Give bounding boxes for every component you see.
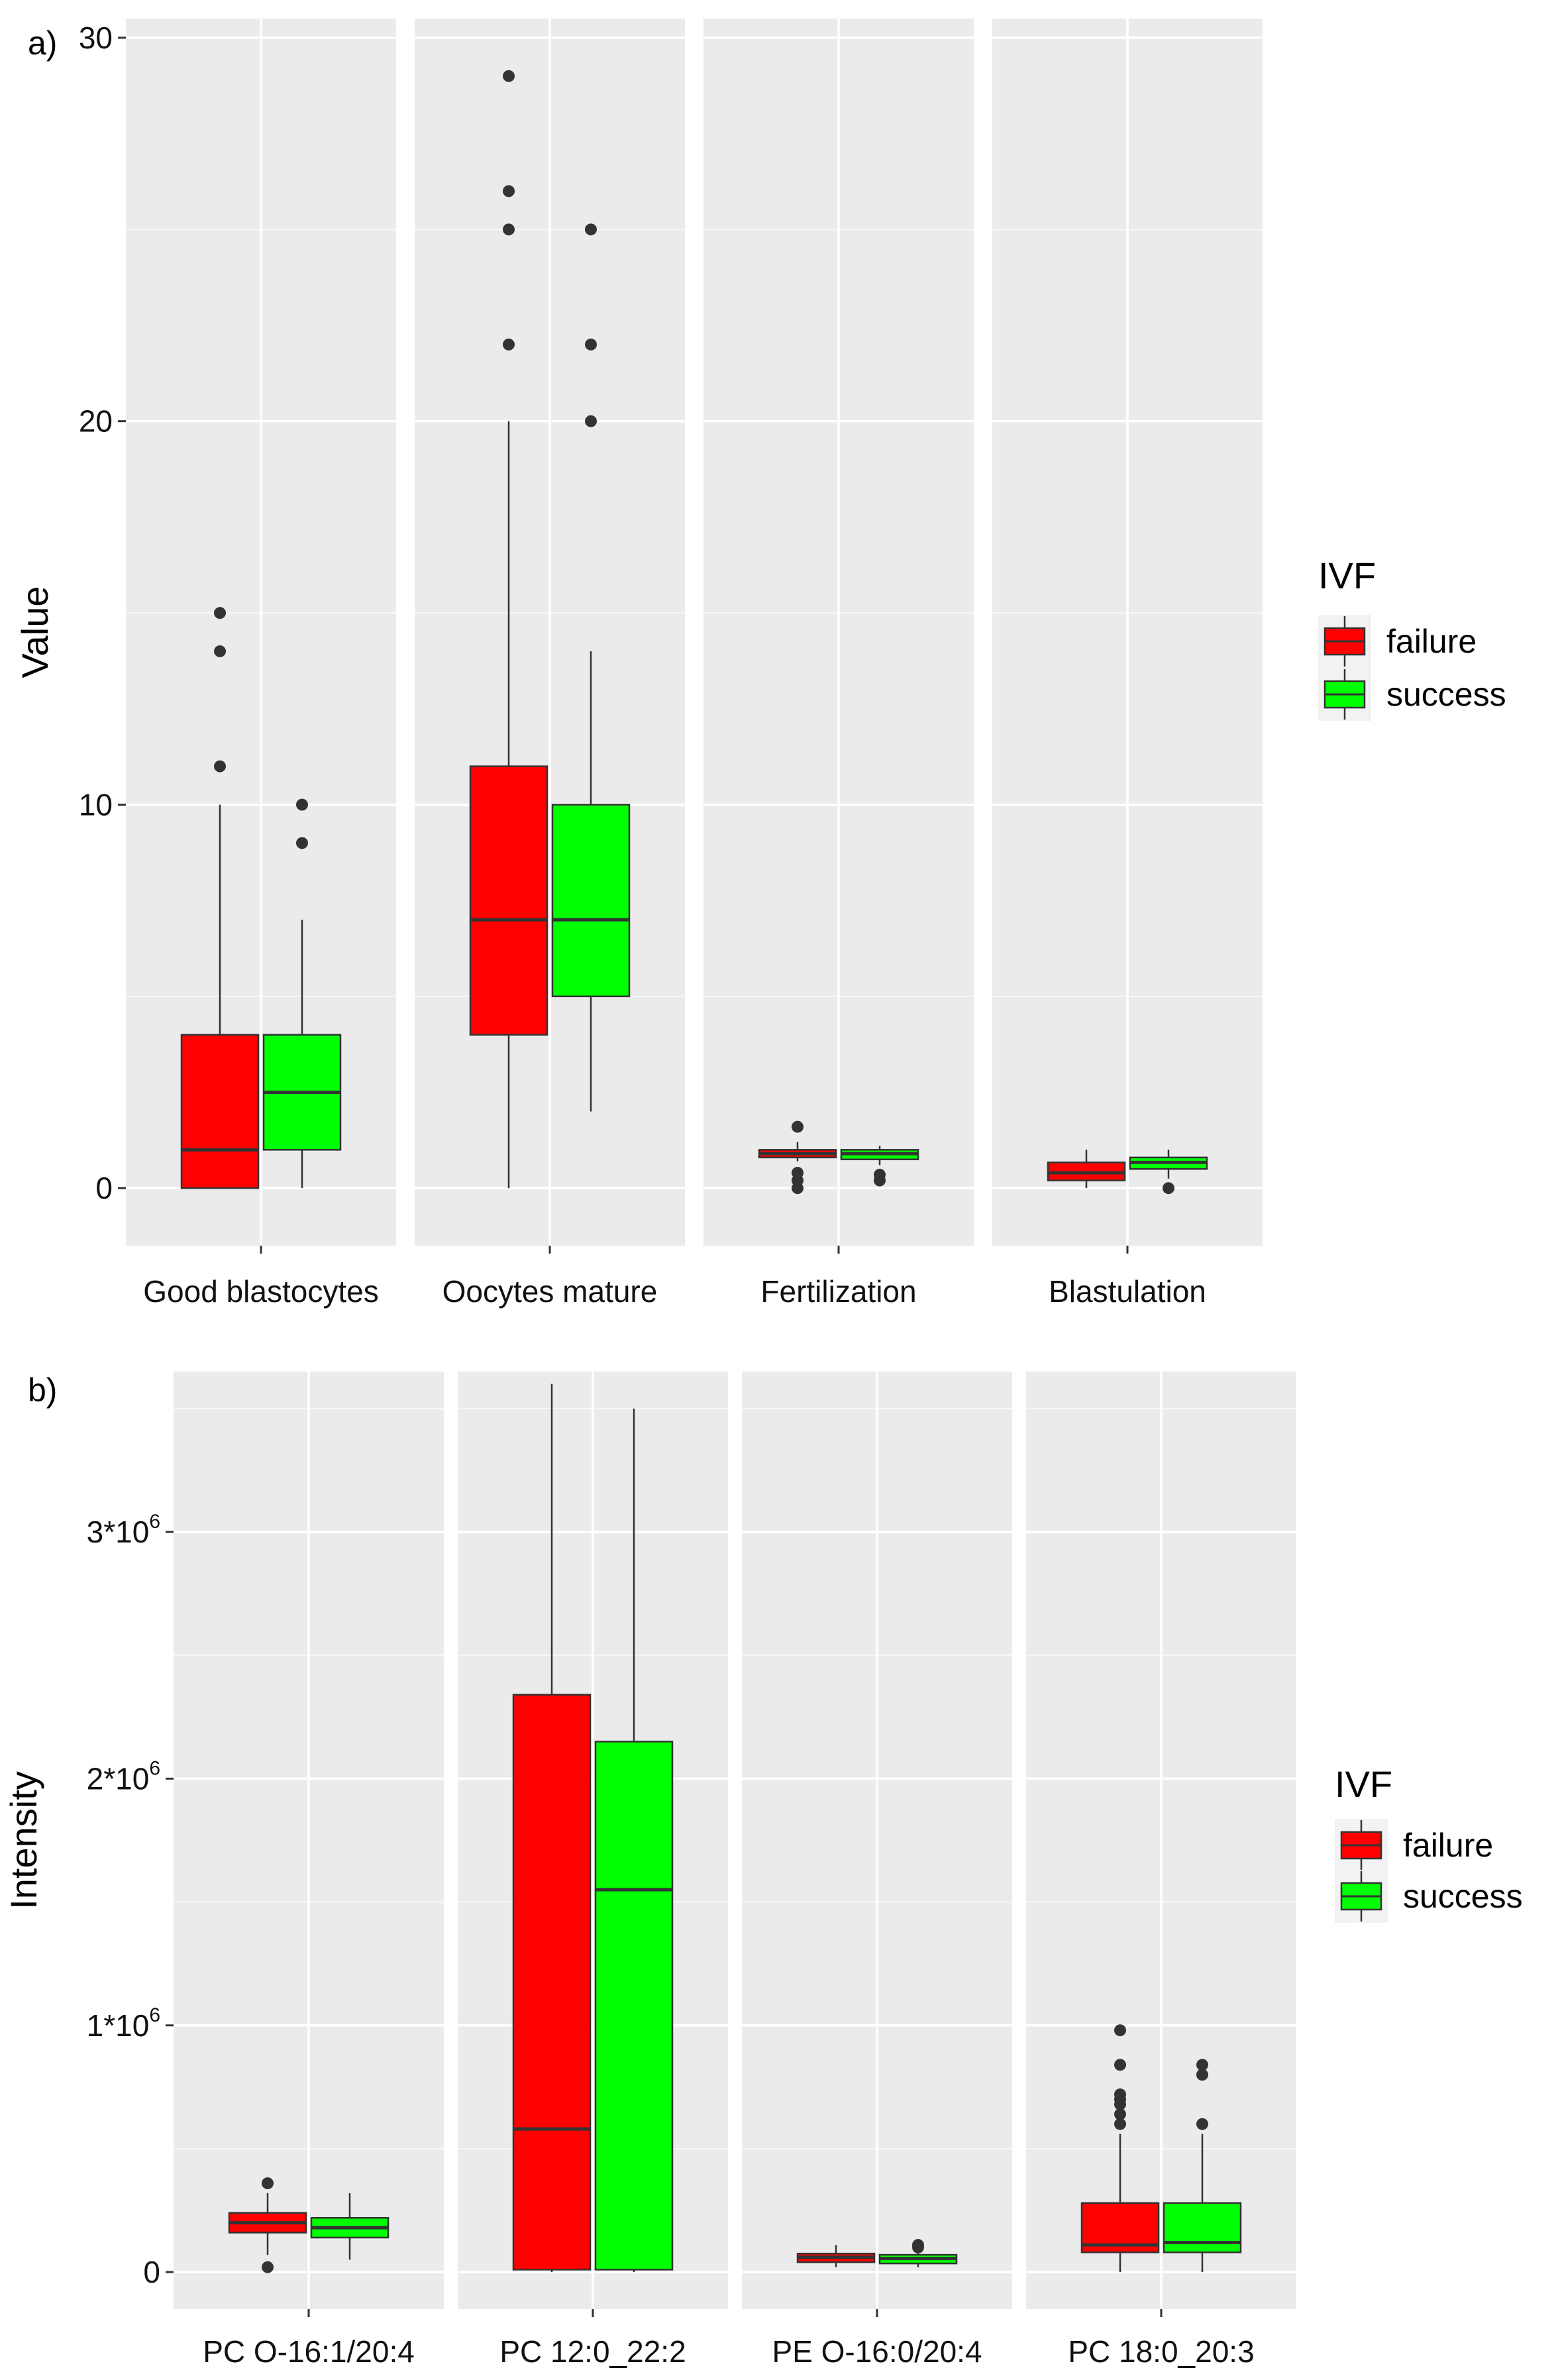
outlier-point (874, 1168, 886, 1181)
outlier-point (585, 415, 597, 427)
box-failure (1047, 1150, 1126, 1189)
box-failure (758, 1120, 837, 1195)
legend-title: IVF (1335, 1763, 1392, 1805)
x-tick-label: Oocytes mature (442, 1274, 658, 1309)
x-tick-label: Good blastocytes (143, 1274, 378, 1309)
y-tick-label: 0 (95, 1171, 113, 1205)
legend-entry-label: success (1403, 1878, 1523, 1915)
y-axis-label: Value (14, 586, 56, 678)
box-body (512, 1694, 592, 2271)
x-tick-label: Blastulation (1049, 1274, 1206, 1309)
box-success (878, 2239, 958, 2267)
box-failure (1080, 2024, 1160, 2273)
x-tick-label: PE O-16:0/20:4 (772, 2334, 982, 2369)
legend-title: IVF (1318, 555, 1376, 596)
x-tick-label: Fertilization (760, 1274, 916, 1309)
x-tick-label: PC O-16:1/20:4 (203, 2334, 415, 2369)
box-success (840, 1146, 919, 1187)
facet: Fertilization (703, 19, 974, 1309)
outlier-point (214, 645, 226, 657)
y-tick-label: 1*106 (87, 2004, 160, 2043)
outlier-point (1196, 2069, 1208, 2081)
y-tick-label: 2*106 (87, 1757, 160, 1796)
legend-entry-label: success (1386, 676, 1506, 713)
outlier-point (503, 223, 515, 236)
box-failure (796, 2245, 876, 2267)
outlier-point (503, 70, 515, 82)
box-failure (180, 607, 260, 1189)
box-body (469, 765, 548, 1036)
outlier-point (1163, 1182, 1174, 1195)
y-tick-label: 20 (79, 404, 113, 439)
box-success (310, 2192, 390, 2260)
facet: Oocytes mature (415, 19, 685, 1309)
y-tick-label: 3*106 (87, 1511, 160, 1549)
outlier-point (1114, 2024, 1126, 2037)
facet: PC 18:0_20:3 (1026, 1372, 1296, 2369)
outlier-point (296, 798, 308, 811)
facet: PC O-16:1/20:4 (174, 1372, 444, 2369)
box-failure (469, 70, 548, 1189)
box-failure (512, 1383, 592, 2273)
box-success (262, 798, 342, 1189)
outlier-point (503, 338, 515, 351)
box-success (1163, 2059, 1242, 2273)
outlier-point (262, 2261, 274, 2273)
facet: Good blastocytes (126, 19, 396, 1309)
outlier-point (1196, 2059, 1208, 2071)
outlier-point (1196, 2118, 1208, 2130)
facet: PC 12:0_22:2 (458, 1372, 728, 2369)
facet: PE O-16:0/20:4 (742, 1372, 1012, 2369)
outlier-point (1114, 2059, 1126, 2071)
legend-entry-label: failure (1386, 623, 1477, 660)
outlier-point (296, 837, 308, 849)
legend: IVF failure success (1318, 555, 1506, 721)
outlier-point (1114, 2118, 1126, 2130)
outlier-point (262, 2177, 274, 2190)
outlier-point (585, 223, 597, 236)
panel-b: b) Intensity 0 1*106 2*106 3*106 PC O-16:1/20:… (3, 1372, 1523, 2369)
panel-a: a) Value 0 10 20 30 Good blastocytes Oocytes ma… (14, 19, 1506, 1309)
outlier-point (792, 1167, 804, 1179)
y-tick-label: 30 (79, 21, 113, 55)
y-tick-label: 0 (143, 2255, 160, 2289)
x-tick-label: PC 18:0_20:3 (1068, 2334, 1254, 2369)
box-success (551, 223, 631, 1112)
outlier-point (912, 2239, 924, 2251)
legend: IVF failure success (1335, 1763, 1523, 1923)
outlier-point (1114, 2088, 1126, 2101)
outlier-point (214, 607, 226, 620)
y-tick-label: 10 (79, 787, 113, 822)
panel-label: a) (28, 25, 57, 62)
facet: Blastulation (992, 19, 1263, 1309)
box-body (594, 1741, 674, 2271)
outlier-point (214, 760, 226, 773)
box-body (180, 1034, 260, 1189)
box-body (1163, 2202, 1242, 2253)
outlier-point (503, 185, 515, 197)
outlier-point (792, 1120, 804, 1133)
box-body (551, 804, 631, 998)
box-success (1129, 1150, 1208, 1195)
outlier-point (1114, 2108, 1126, 2120)
box-success (594, 1408, 674, 2273)
box-failure (228, 2177, 307, 2273)
outlier-point (585, 338, 597, 351)
legend-entry-label: failure (1403, 1827, 1493, 1864)
y-axis-label: Intensity (3, 1771, 44, 1910)
x-tick-label: PC 12:0_22:2 (499, 2334, 686, 2369)
panel-label: b) (28, 1372, 57, 1409)
